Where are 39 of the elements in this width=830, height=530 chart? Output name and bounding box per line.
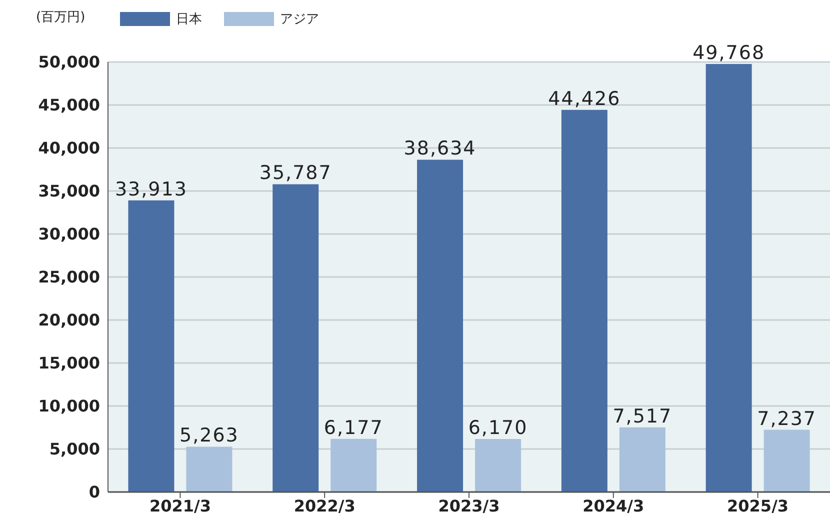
y-tick-label: 15,000 (38, 354, 100, 373)
data-label: 49,768 (692, 42, 766, 64)
y-tick-label: 5,000 (49, 440, 100, 459)
data-label: 5,263 (180, 424, 239, 447)
data-label: 7,517 (612, 405, 672, 428)
bar (561, 110, 608, 492)
data-label: 7,237 (757, 408, 817, 430)
legend-label: 日本 (176, 11, 202, 28)
bar (330, 438, 377, 492)
y-tick-label: 50,000 (38, 52, 100, 72)
x-tick-label: 2024/3 (582, 496, 644, 516)
y-tick-label: 0 (88, 482, 100, 502)
bar (619, 427, 666, 492)
y-tick-label: 25,000 (38, 268, 100, 287)
x-tick-label: 2023/3 (438, 496, 500, 516)
bar (764, 430, 810, 492)
data-label: 6,177 (324, 416, 384, 439)
y-tick-label: 35,000 (38, 182, 100, 201)
data-label: 35,787 (259, 162, 332, 184)
y-tick-label: 40,000 (38, 138, 100, 158)
bar (272, 184, 319, 492)
y-tick-label: 45,000 (38, 96, 100, 115)
bar (186, 446, 232, 492)
y-axis-title: (百万円) (36, 9, 86, 26)
x-tick-label: 2022/3 (294, 496, 356, 516)
x-tick-label: 2025/3 (727, 496, 789, 516)
data-label: 6,170 (468, 416, 528, 439)
y-tick-label: 30,000 (38, 224, 100, 244)
data-label: 33,913 (114, 178, 188, 200)
bar (417, 160, 464, 492)
legend-label: アジア (280, 11, 319, 28)
x-tick-label: 2021/3 (149, 496, 211, 516)
y-tick-label: 20,000 (38, 310, 100, 330)
bar (706, 64, 752, 492)
y-tick-label: 10,000 (38, 396, 100, 416)
data-label: 38,634 (404, 138, 476, 160)
data-label: 44,426 (548, 88, 621, 110)
bar (475, 438, 522, 492)
bar (128, 200, 174, 492)
